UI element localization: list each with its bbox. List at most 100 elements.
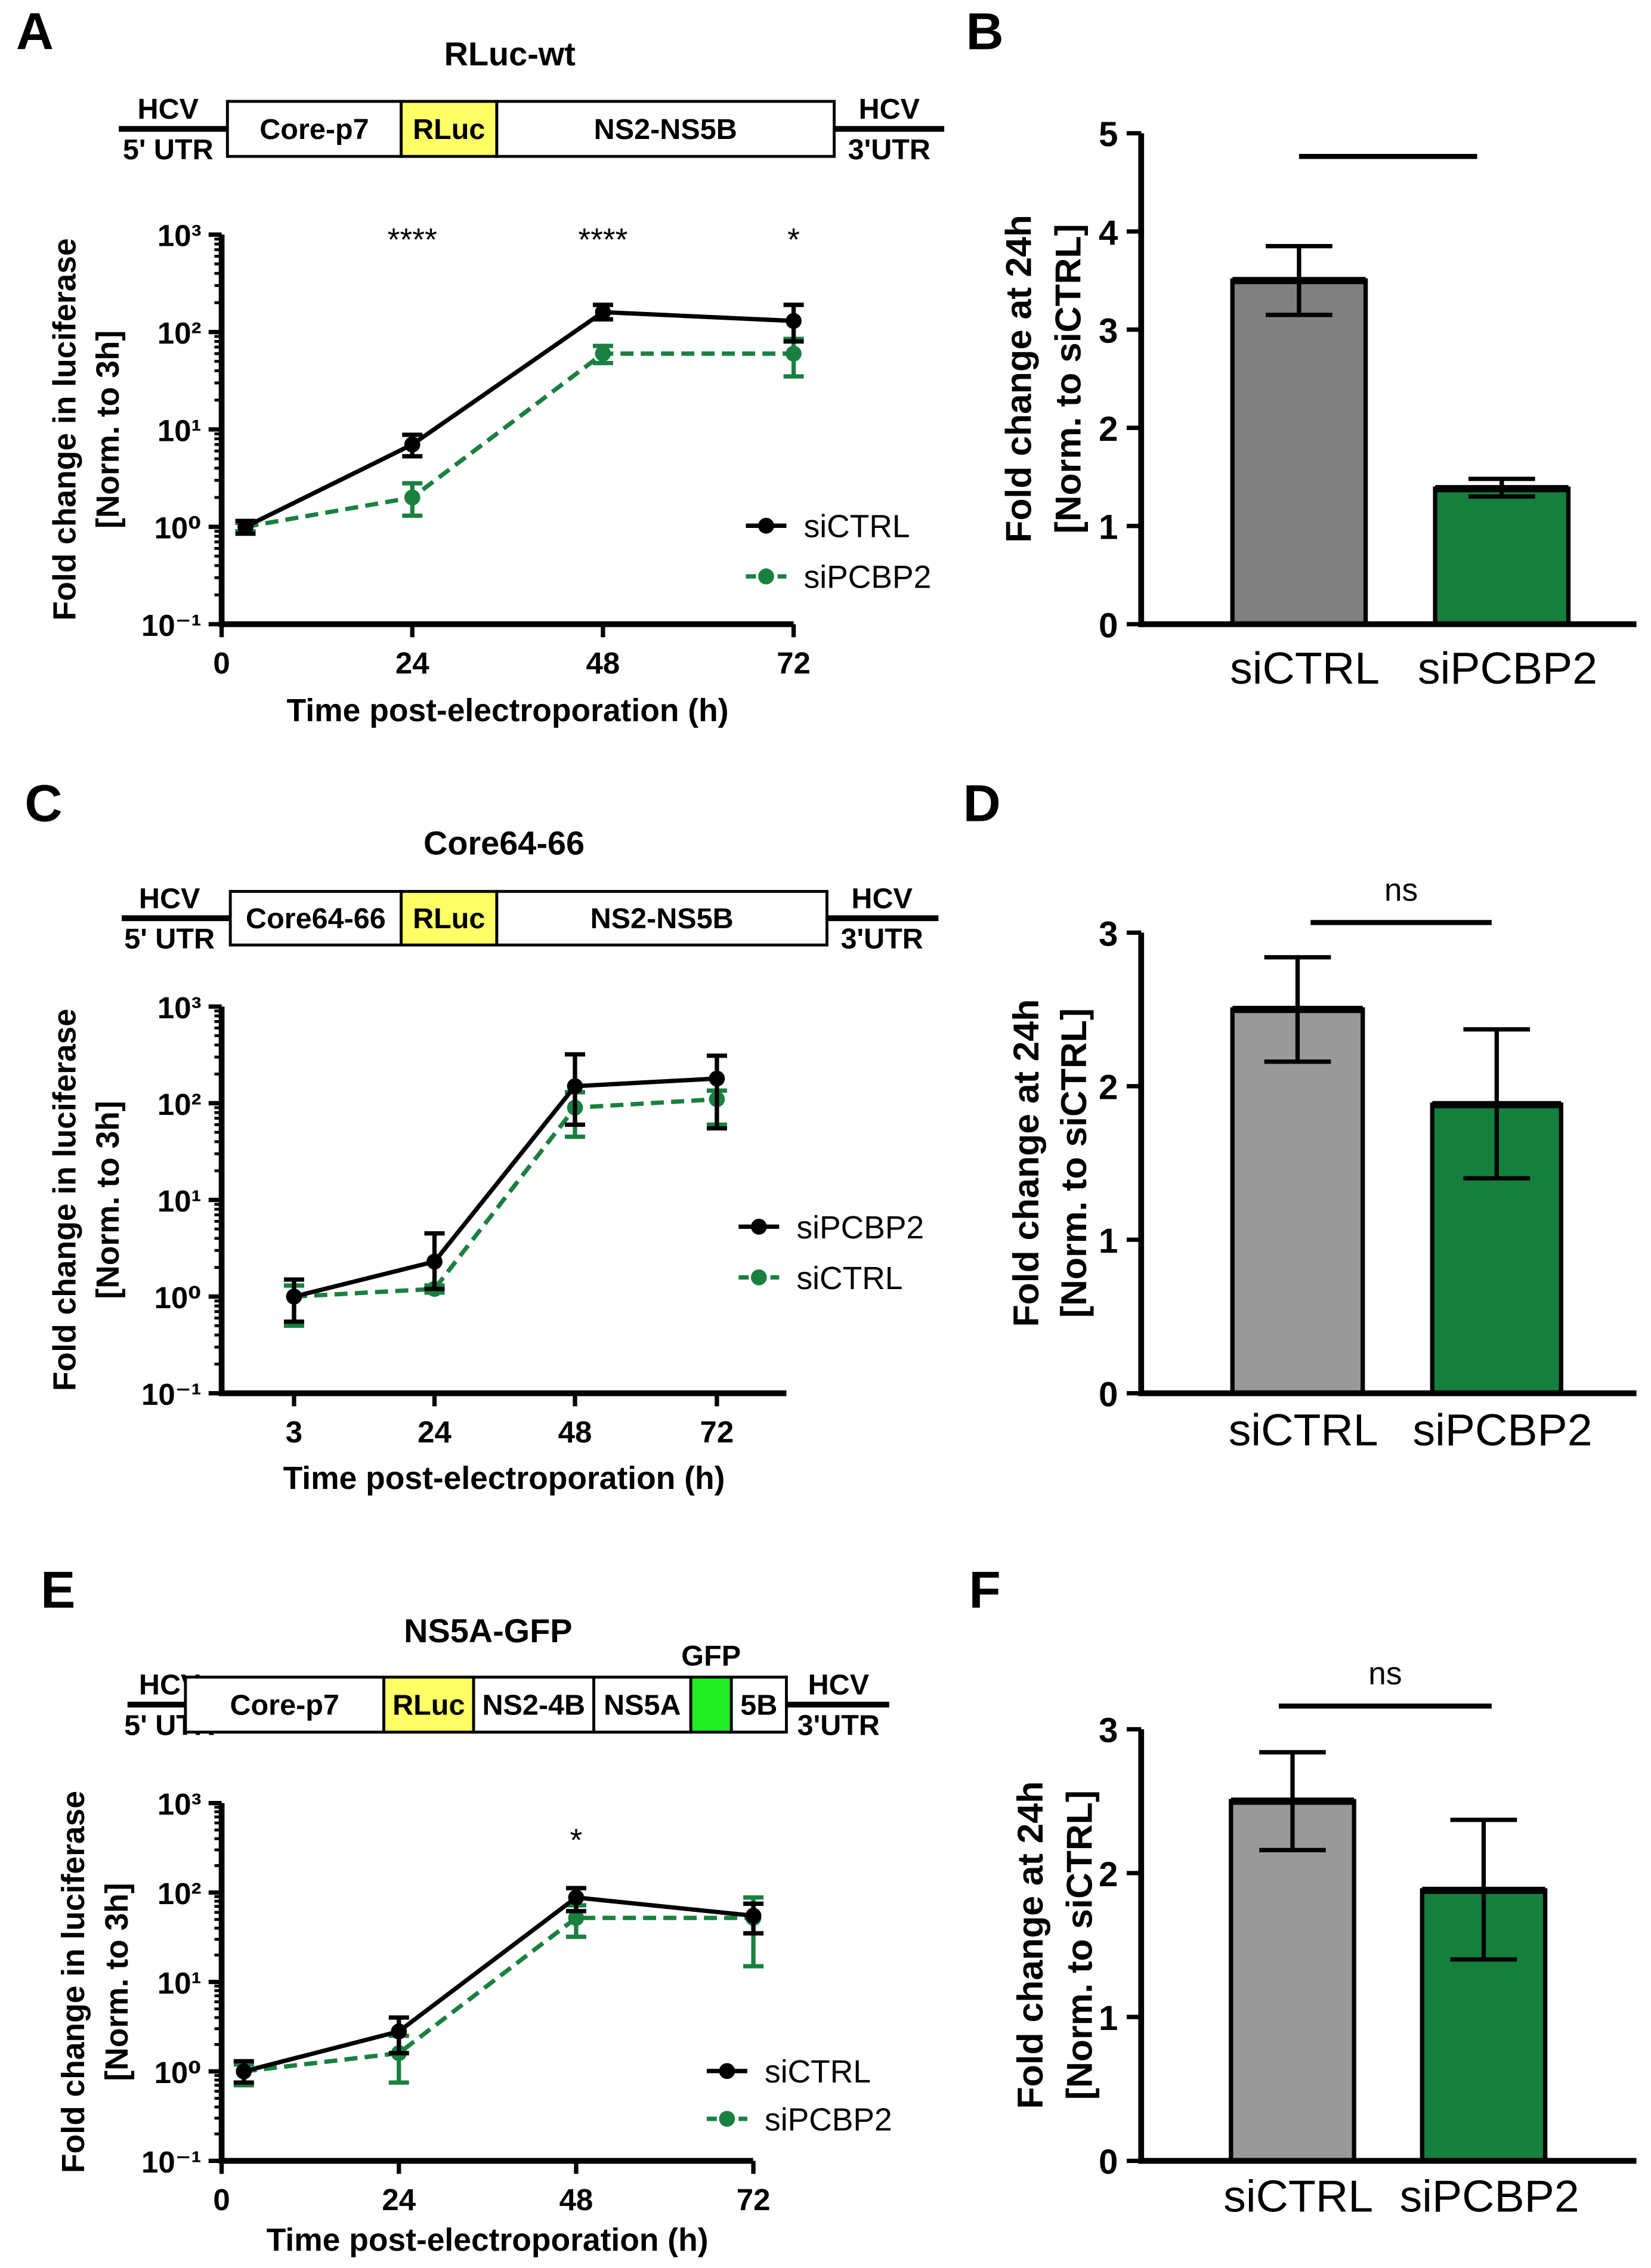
legend-swatch-marker bbox=[758, 568, 774, 585]
utr-3-label-top: HCV bbox=[859, 93, 920, 125]
segment-label: Core-p7 bbox=[259, 113, 369, 146]
y-axis-label: Fold change in luciferase bbox=[47, 238, 82, 620]
x-tick-label: 72 bbox=[700, 1415, 734, 1449]
x-tick-label: 72 bbox=[777, 646, 811, 680]
line-chart-a: 10⁻¹ 10⁰ 10¹ 10² 10³ 0 24 48 72 Time post-electro… bbox=[47, 219, 931, 728]
data-point bbox=[709, 1070, 725, 1087]
utr-3-label-top: HCV bbox=[808, 1669, 870, 1701]
x-category-label: siCTRL bbox=[1230, 643, 1380, 693]
series-line bbox=[243, 1915, 754, 2074]
construct-title: NS5A-GFP bbox=[404, 1612, 572, 1649]
y-tick-label: 10⁻¹ bbox=[141, 608, 202, 642]
y-tick-label: 10³ bbox=[157, 219, 202, 253]
significance-stars: * bbox=[787, 223, 800, 258]
significance-stars: **** bbox=[578, 223, 627, 258]
bar-chart-d: siCTRL siPCBP2 0 1 2 3 Fold change at 24h [Norm… bbox=[1006, 873, 1637, 1455]
y-tick-label: 0 bbox=[1099, 606, 1118, 645]
data-point bbox=[595, 345, 611, 362]
data-point bbox=[786, 345, 802, 362]
construct-diagram-a: RLuc-wt HCV 5' UTR HCV 3'UTR Core-p7 RLuc NS2-N… bbox=[119, 35, 945, 166]
y-tick-label: 10³ bbox=[157, 1787, 202, 1821]
series-line bbox=[245, 351, 794, 529]
data-point bbox=[286, 1289, 302, 1305]
data-point bbox=[568, 1909, 585, 1926]
panel-letter-a: A bbox=[16, 2, 54, 61]
utr-5-label-bottom: 5' UTR bbox=[124, 923, 215, 955]
segment-core64-66 bbox=[228, 889, 403, 947]
data-point bbox=[595, 304, 611, 320]
y-tick-label: 5 bbox=[1099, 115, 1118, 154]
segment-core-p7 bbox=[184, 1676, 385, 1734]
legend-label: siCTRL bbox=[796, 1261, 902, 1296]
significance-stars: **** bbox=[388, 223, 437, 258]
segment-ns2-ns5b bbox=[495, 889, 828, 947]
legend-swatch-marker bbox=[758, 517, 774, 534]
segment-label: Core-p7 bbox=[230, 1689, 339, 1722]
x-tick-label: 48 bbox=[586, 646, 620, 680]
segment-label: GFP bbox=[681, 1640, 741, 1672]
y-tick-label: 3 bbox=[1099, 311, 1118, 350]
x-tick-label: 24 bbox=[418, 1415, 452, 1449]
data-point bbox=[568, 1889, 585, 1906]
legend-label: siPCBP2 bbox=[765, 2102, 892, 2137]
y-tick-label: 2 bbox=[1099, 1068, 1118, 1107]
segment-label: 5B bbox=[740, 1689, 777, 1722]
data-point bbox=[236, 2063, 252, 2079]
x-tick-label: 24 bbox=[395, 646, 429, 680]
segment-ns2-ns5b bbox=[495, 100, 836, 158]
x-tick-label: 72 bbox=[737, 2183, 771, 2217]
y-tick-label: 10¹ bbox=[157, 1966, 202, 2000]
legend-swatch-marker bbox=[719, 2111, 735, 2127]
x-axis-label: Time post-electroporation (h) bbox=[287, 693, 729, 728]
significance-label: ns bbox=[1368, 1657, 1402, 1692]
y-axis-label: Fold change in luciferase bbox=[56, 1791, 91, 2173]
segment-label: NS5A bbox=[604, 1689, 681, 1722]
data-point bbox=[404, 436, 421, 453]
series-sictrl bbox=[235, 302, 804, 536]
bar-sictrl bbox=[1230, 278, 1368, 627]
y-tick-label: 10² bbox=[157, 1087, 202, 1121]
y-tick-label: 10⁻¹ bbox=[141, 1377, 202, 1411]
y-tick-label: 3 bbox=[1099, 914, 1118, 953]
y-axis-label: [Norm. to 3h] bbox=[91, 330, 126, 529]
series-line bbox=[293, 1097, 718, 1299]
segment-ns2-4b bbox=[472, 1676, 595, 1734]
x-category-label: siPCBP2 bbox=[1418, 643, 1597, 693]
utr-5-label-bottom: 5' UTR bbox=[123, 134, 214, 166]
series-line bbox=[243, 1895, 754, 2074]
x-tick-label: 0 bbox=[213, 646, 230, 680]
data-point bbox=[391, 2023, 407, 2040]
y-tick-label: 1 bbox=[1099, 1222, 1118, 1260]
utr-3-label-bottom: 3'UTR bbox=[848, 134, 930, 166]
panel-letter-b: B bbox=[966, 2, 1004, 61]
panel-letter-f: F bbox=[969, 1561, 1000, 1619]
x-category-label: siCTRL bbox=[1229, 1405, 1378, 1455]
data-point bbox=[745, 1908, 762, 1924]
panel-letter-e: E bbox=[41, 1561, 75, 1619]
utr-3-label-bottom: 3'UTR bbox=[841, 923, 923, 955]
bar-sictrl bbox=[1230, 1007, 1365, 1396]
segment-gfp bbox=[689, 1676, 733, 1734]
legend-swatch-marker bbox=[750, 1269, 767, 1286]
series-line bbox=[293, 1076, 718, 1299]
panel-letter-c: C bbox=[24, 774, 62, 833]
y-axis-label: Fold change at 24h bbox=[1010, 1781, 1050, 2109]
x-tick-label: 0 bbox=[213, 2183, 230, 2217]
series-sipcbp2 bbox=[283, 1052, 727, 1324]
y-tick-label: 10⁰ bbox=[154, 511, 202, 545]
y-axis-label: Fold change in luciferase bbox=[47, 1009, 82, 1391]
legend-label: siPCBP2 bbox=[804, 560, 932, 595]
y-tick-label: 2 bbox=[1099, 1855, 1118, 1894]
segment-label: Core64-66 bbox=[246, 903, 386, 935]
data-point bbox=[404, 489, 421, 506]
x-tick-label: 3 bbox=[286, 1415, 302, 1449]
panel-letter-d: D bbox=[963, 774, 1001, 833]
data-point bbox=[426, 1253, 443, 1270]
legend-swatch-marker bbox=[750, 1219, 767, 1235]
series-sictrl bbox=[233, 1886, 764, 2085]
y-tick-label: 3 bbox=[1099, 1711, 1118, 1750]
y-axis-label: [Norm. to 3h] bbox=[91, 1101, 126, 1299]
y-tick-label: 10¹ bbox=[157, 1184, 202, 1218]
